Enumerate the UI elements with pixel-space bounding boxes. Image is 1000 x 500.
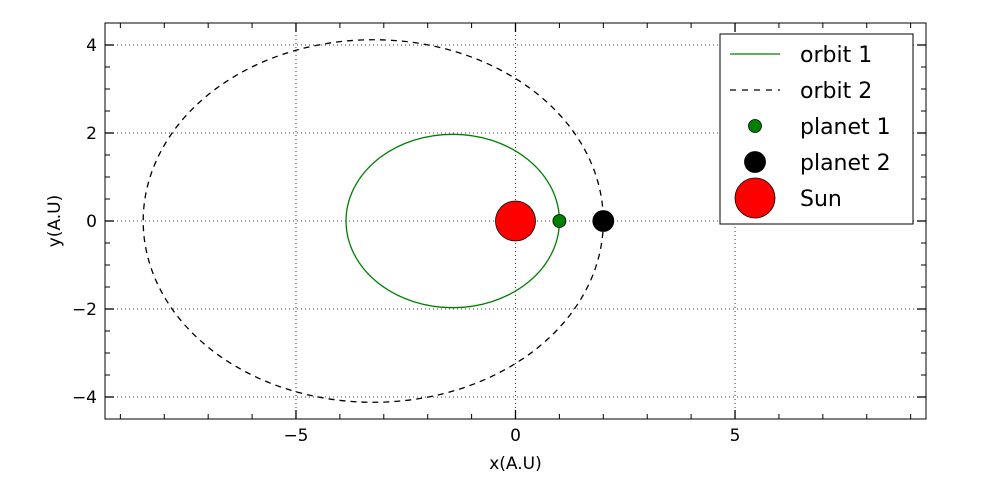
legend: orbit 1 orbit 2 planet 1 planet 2 Sun bbox=[719, 33, 914, 225]
legend-orbit-2-label: orbit 2 bbox=[800, 79, 872, 104]
legend-planet-1-label: planet 1 bbox=[800, 115, 891, 140]
y-tick-label: 0 bbox=[86, 212, 97, 232]
legend-sun-handle bbox=[734, 177, 776, 219]
tick-labels: −5 0 5 −4 −2 0 2 4 bbox=[72, 36, 740, 446]
legend-planet-1-handle bbox=[748, 119, 762, 133]
legend-orbit-1-label: orbit 1 bbox=[800, 43, 872, 68]
x-tick-label: 5 bbox=[730, 426, 741, 446]
legend-planet-2-handle bbox=[744, 151, 766, 173]
x-tick-label: −5 bbox=[283, 426, 308, 446]
legend-planet-2-label: planet 2 bbox=[800, 151, 891, 176]
x-tick-label: 0 bbox=[510, 426, 521, 446]
y-axis-label: y(A.U) bbox=[45, 195, 65, 248]
y-tick-label: −4 bbox=[72, 388, 97, 408]
data-layer bbox=[142, 39, 615, 403]
planet-2-marker bbox=[592, 210, 615, 232]
planet-1-marker bbox=[552, 214, 567, 228]
legend-sun-label: Sun bbox=[800, 187, 842, 212]
x-axis-label: x(A.U) bbox=[489, 454, 542, 474]
y-tick-label: 2 bbox=[86, 124, 97, 144]
sun-marker bbox=[495, 200, 536, 242]
y-tick-label: −2 bbox=[72, 300, 97, 320]
axis-ticks bbox=[105, 22, 926, 420]
y-tick-label: 4 bbox=[86, 36, 97, 56]
